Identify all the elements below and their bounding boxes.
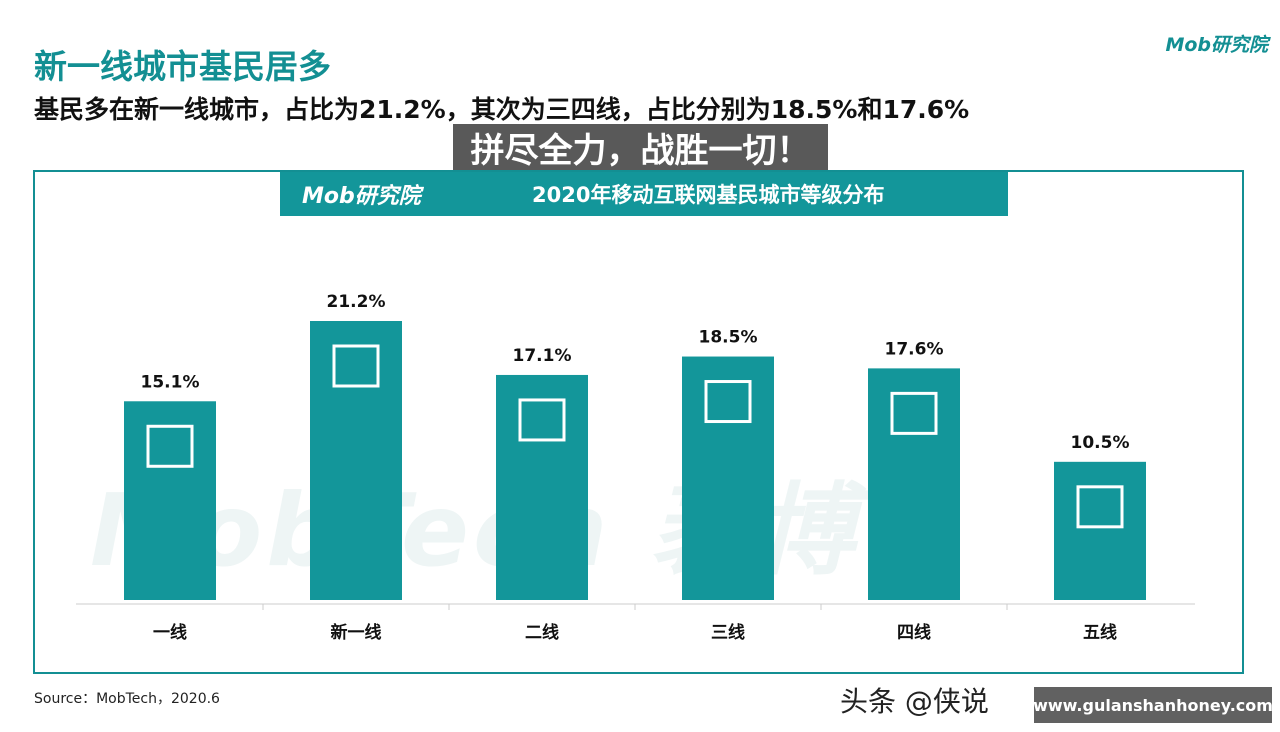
source-note: Source：MobTech，2020.6 — [34, 691, 220, 707]
tick-label: 三线 — [711, 622, 745, 643]
tick-label: 四线 — [897, 622, 931, 643]
data-label: 21.2% — [327, 292, 386, 312]
bar — [1054, 461, 1146, 600]
tick-label: 二线 — [525, 622, 559, 643]
data-label: 18.5% — [699, 328, 758, 348]
building-icon — [1076, 485, 1124, 529]
data-label: 10.5% — [1071, 433, 1130, 453]
bar — [496, 374, 588, 600]
building-icon — [146, 424, 194, 468]
data-label: 17.6% — [885, 339, 944, 359]
page-subtitle: 基民多在新一线城市，占比为21.2%，其次为三四线，占比分别为18.5%和17.… — [34, 95, 970, 124]
chart-title: 2020年移动互联网基民城市等级分布 — [532, 183, 885, 207]
page-title: 新一线城市基民居多 — [34, 47, 331, 86]
building-icon — [704, 380, 752, 424]
chart-frame — [33, 170, 1244, 674]
banner-logo: Mob研究院 — [302, 184, 421, 209]
url-watermark: www.gulanshanhoney.com — [1033, 687, 1273, 723]
bar — [124, 401, 216, 600]
building-icon — [518, 398, 566, 442]
tick-label: 新一线 — [331, 622, 382, 643]
building-icon — [890, 391, 938, 435]
toutiao-watermark: 头条 @侠说 — [840, 685, 989, 718]
bar — [682, 356, 774, 600]
tick-label: 一线 — [153, 622, 187, 643]
bar — [868, 368, 960, 600]
overlay-caption: 拼尽全力，战胜一切！ — [453, 124, 828, 171]
mob-logo: Mob研究院 — [1165, 34, 1268, 56]
building-icon — [332, 344, 380, 388]
data-label: 17.1% — [513, 346, 572, 366]
bar — [310, 321, 402, 600]
data-label: 15.1% — [141, 372, 200, 392]
tick-label: 五线 — [1083, 622, 1117, 643]
chart-banner: Mob研究院 2020年移动互联网基民城市等级分布 — [280, 172, 1008, 216]
